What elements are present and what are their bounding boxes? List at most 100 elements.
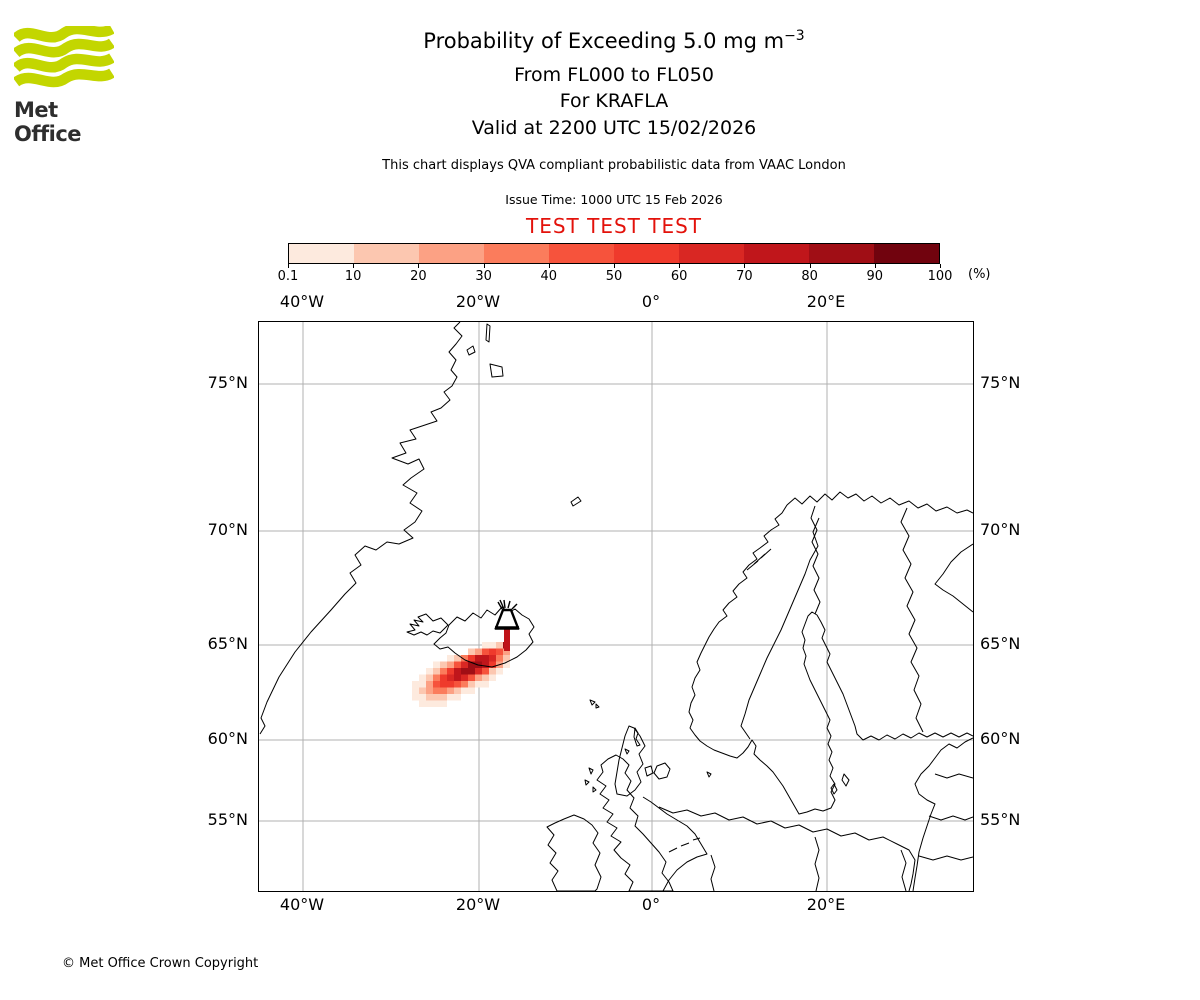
coastline-south-baltic — [658, 806, 916, 891]
latitude-tick-label: 60°N — [980, 729, 1021, 748]
plume-cell — [489, 655, 496, 662]
plume-cell — [482, 661, 489, 668]
plume-cell — [454, 674, 461, 681]
longitude-tick-label: 20°W — [455, 895, 501, 914]
colorbar-segment — [744, 244, 809, 263]
plume-cell — [447, 674, 454, 681]
plume-cell — [440, 694, 447, 701]
plume-cell — [412, 681, 419, 688]
plume-cell — [496, 668, 503, 675]
plume-cell — [440, 681, 447, 688]
plume-cell — [454, 694, 461, 701]
coastline-iceland-westfjords — [406, 613, 449, 636]
plume-cell — [419, 674, 426, 681]
border-norway-sweden — [740, 517, 820, 740]
border-finland-russia — [900, 507, 924, 733]
plume-cell — [419, 694, 426, 701]
volcano-marker — [494, 599, 520, 651]
lat-labels-left: 75°N 70°N 65°N 60°N 55°N — [178, 321, 248, 890]
plume-cell — [489, 642, 496, 649]
plume-cell — [461, 687, 468, 694]
colorbar-tick-label: 70 — [736, 269, 753, 284]
plume-cell — [426, 668, 433, 675]
coastline-baltic-islands — [706, 771, 850, 795]
plume-cell — [433, 681, 440, 688]
colorbar-segment — [614, 244, 679, 263]
subtitle-valid-time: Valid at 2200 UTC 15/02/2026 — [471, 117, 757, 139]
coastline-netherlands-germany — [642, 796, 907, 891]
plume-cell — [426, 674, 433, 681]
colorbar-segment — [874, 244, 939, 263]
plume-cell — [440, 687, 447, 694]
plume-cell — [468, 681, 475, 688]
plume-cell — [489, 674, 496, 681]
latitude-tick-label: 70°N — [980, 520, 1021, 539]
plume-cell — [503, 648, 510, 655]
latitude-tick-label: 65°N — [980, 634, 1021, 653]
latitude-tick-label: 55°N — [207, 810, 248, 829]
plume-cell — [461, 674, 468, 681]
plume-cell — [440, 661, 447, 668]
page-title: Probability of Exceeding 5.0 mg m−3 — [14, 28, 1200, 53]
lon-labels-top: 40°W 20°W 0° 20°E — [258, 292, 972, 312]
plume-cell — [482, 642, 489, 649]
plume-cell — [461, 655, 468, 662]
latitude-tick-label: 75°N — [980, 373, 1021, 392]
plume-cell — [496, 655, 503, 662]
colorbar-unit: (%) — [968, 267, 991, 282]
plume-cell — [468, 668, 475, 675]
plume-cell — [489, 668, 496, 675]
plume-cell — [496, 642, 503, 649]
colorbar-tick-label: 100 — [927, 269, 953, 284]
plume-cell — [468, 655, 475, 662]
colorbar-segment — [679, 244, 744, 263]
colorbar-tick-label: 10 — [344, 269, 362, 284]
colorbar-tick-label: 40 — [540, 269, 558, 284]
longitude-tick-label: 40°W — [279, 292, 325, 311]
plume-cell — [447, 655, 454, 662]
plume-cell — [419, 681, 426, 688]
longitude-tick-label: 20°E — [806, 292, 846, 311]
plume-cell — [447, 661, 454, 668]
colorbar-segment — [549, 244, 614, 263]
plume-cell — [482, 655, 489, 662]
colorbar-tick-label: 80 — [801, 269, 818, 284]
coastline-iceland — [433, 606, 535, 668]
colorbar-tick-label: 0.1 — [277, 269, 299, 284]
colorbar-tick-label: 50 — [605, 269, 623, 284]
plume-cell — [454, 668, 461, 675]
plume-cell — [433, 668, 440, 675]
colorbar-segment — [419, 244, 484, 263]
map — [258, 321, 974, 892]
plume-cell — [412, 687, 419, 694]
plume-cell — [447, 668, 454, 675]
colorbar-tick-label: 20 — [410, 269, 427, 284]
colorbar-tick-label: 30 — [475, 269, 492, 284]
longitude-tick-label: 40°W — [279, 895, 325, 914]
lon-labels-bottom: 40°W 20°W 0° 20°E — [258, 895, 972, 917]
plume-cell — [482, 681, 489, 688]
plume-cell — [468, 674, 475, 681]
title-text: Probability of Exceeding 5.0 mg m — [423, 29, 785, 53]
plume-cell — [468, 661, 475, 668]
plume-cell — [475, 674, 482, 681]
coastline-lofoten-islands — [746, 548, 772, 571]
longitude-tick-label: 0° — [641, 895, 661, 914]
graticule-gridlines — [259, 322, 973, 891]
plume-cell — [433, 700, 440, 707]
colorbar-segment — [809, 244, 874, 263]
latitude-tick-label: 70°N — [207, 520, 248, 539]
plume-cell — [426, 700, 433, 707]
plume-cell — [433, 694, 440, 701]
plume-cell — [433, 674, 440, 681]
plume-cell — [447, 681, 454, 688]
coastline-small-islands — [570, 496, 641, 793]
plume-cell — [440, 668, 447, 675]
plume-cell — [461, 668, 468, 675]
coastline-greenland-islands — [466, 323, 504, 378]
plume-cell — [468, 648, 475, 655]
plume-cell — [475, 655, 482, 662]
longitude-tick-label: 0° — [641, 292, 661, 311]
subtitle-volcano: For KRAFLA — [559, 90, 669, 112]
